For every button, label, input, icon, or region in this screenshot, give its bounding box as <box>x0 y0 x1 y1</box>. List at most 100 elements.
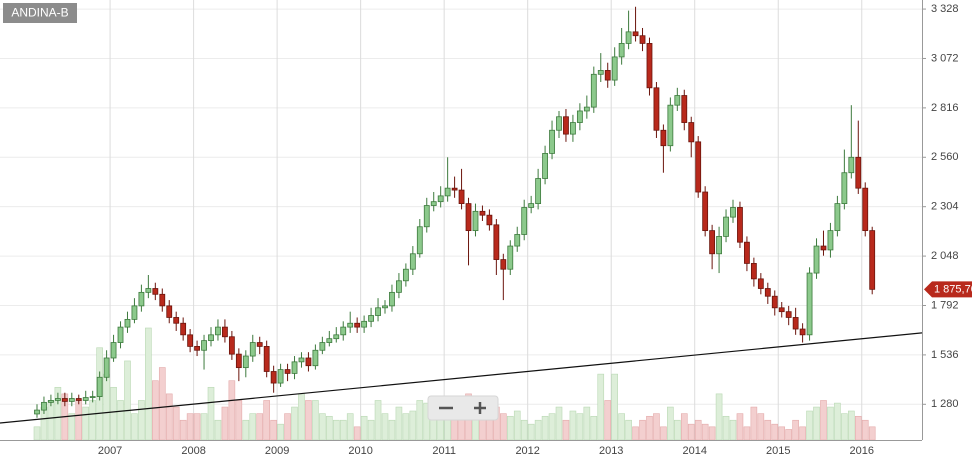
x-tick-label: 2014 <box>682 445 706 457</box>
zoom-controls <box>427 395 499 421</box>
candle-body <box>841 172 848 204</box>
candle-body <box>402 268 409 282</box>
volume-bar <box>339 419 347 441</box>
candle-body <box>507 245 514 270</box>
candle-body <box>778 307 785 313</box>
candle-body <box>723 216 729 237</box>
volume-bar <box>604 400 612 441</box>
volume-bar <box>138 400 145 441</box>
volume-bar <box>513 410 521 441</box>
candle-body <box>458 189 465 204</box>
volume-bar <box>158 367 166 441</box>
volume-bar <box>764 419 772 441</box>
volume-bar <box>374 400 382 441</box>
candle-body <box>785 311 792 318</box>
candle-body <box>48 400 54 403</box>
candle-body <box>444 187 451 197</box>
volume-bar <box>110 386 117 441</box>
candle-body <box>493 224 500 260</box>
volume-bar <box>221 406 229 441</box>
volume-layer <box>33 327 876 441</box>
y-tick-label: 1 536 <box>931 349 959 361</box>
candle-body <box>41 401 47 411</box>
candle-body <box>597 70 604 75</box>
volume-bar <box>270 419 277 441</box>
volume-bar <box>576 413 584 441</box>
volume-bar <box>242 419 250 441</box>
candle-body <box>375 307 381 316</box>
candle-body <box>563 116 569 135</box>
volume-bar <box>646 415 653 441</box>
candle-body <box>242 355 249 369</box>
volume-bar <box>694 419 702 441</box>
volume-bar <box>667 406 674 441</box>
candle-body <box>416 226 423 255</box>
volume-bar <box>367 419 375 441</box>
candle-body <box>291 361 298 374</box>
volume-bar <box>687 423 695 441</box>
volume-bar <box>47 400 55 441</box>
volume-bar <box>785 429 792 441</box>
candle-body <box>479 210 486 216</box>
candle-body <box>382 305 388 309</box>
volume-bar <box>402 413 410 441</box>
volume-bar <box>548 413 556 441</box>
candle-body <box>263 346 270 372</box>
volume-bar <box>639 419 646 441</box>
volume-bar <box>743 426 751 441</box>
candle-body <box>68 398 75 402</box>
volume-bar <box>486 419 493 441</box>
volume-bar <box>172 406 180 441</box>
volume-bar <box>360 415 368 441</box>
candle-body <box>730 207 736 218</box>
candle-body <box>347 322 354 328</box>
volume-bar <box>520 419 528 441</box>
volume-bar <box>590 415 598 441</box>
y-tick-label: 3 072 <box>931 52 959 64</box>
candle-body <box>138 291 145 307</box>
candle-body <box>862 187 869 232</box>
zoom-out-button[interactable] <box>432 399 460 417</box>
candle-body <box>305 357 312 367</box>
x-tick-label: 2010 <box>348 445 372 457</box>
last-price-tag <box>924 281 972 298</box>
candle-body <box>486 214 493 226</box>
volume-bar <box>228 380 236 441</box>
volume-bar <box>235 400 243 441</box>
candle-body <box>806 272 813 336</box>
candle-body <box>326 338 333 343</box>
volume-bar <box>722 415 730 441</box>
x-tick-label: 2007 <box>98 445 122 457</box>
candle-body <box>437 195 444 203</box>
volume-bar <box>312 400 319 441</box>
candle-body <box>521 207 528 235</box>
candle-body <box>340 326 347 336</box>
volume-bar <box>827 406 834 441</box>
candle-body <box>166 305 173 318</box>
volume-bar <box>131 413 138 441</box>
volume-bar <box>715 393 723 441</box>
x-tick-label: 2013 <box>599 445 623 457</box>
volume-bar <box>388 419 396 441</box>
volume-bar <box>305 400 312 441</box>
volume-bar <box>145 327 152 441</box>
candle-body <box>270 371 277 384</box>
candle-body <box>542 153 548 179</box>
candle-body <box>298 357 305 363</box>
candle-body <box>103 357 110 378</box>
volume-bar <box>165 393 173 441</box>
candle-body <box>451 187 458 191</box>
candle-body <box>750 263 757 280</box>
volume-bar <box>179 419 187 441</box>
candle-body <box>201 340 207 351</box>
volume-bar <box>291 406 298 441</box>
chart-title: ANDINA-B <box>11 6 68 20</box>
candle-body <box>771 295 778 309</box>
volume-bar <box>813 406 820 441</box>
volume-bar <box>597 373 605 441</box>
zoom-in-button[interactable] <box>466 399 494 417</box>
candle-body <box>514 234 521 247</box>
volume-bar <box>848 410 855 441</box>
candle-body <box>396 280 402 293</box>
